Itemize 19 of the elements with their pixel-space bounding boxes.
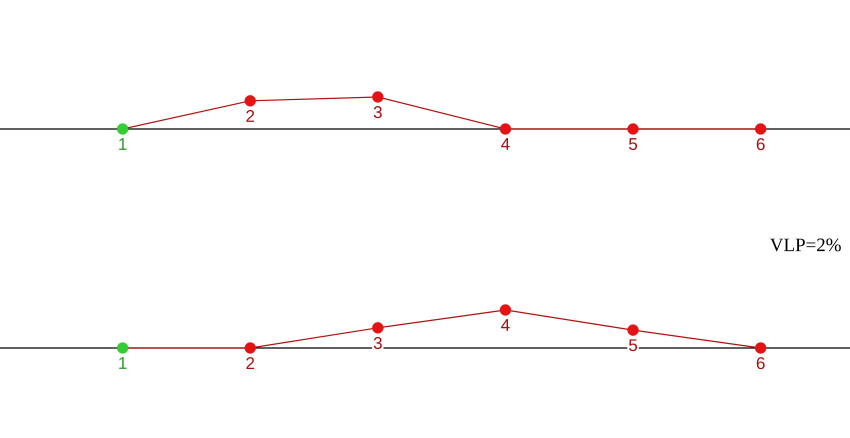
point	[116, 342, 128, 354]
x-tick-label: 2	[246, 357, 254, 370]
point	[244, 342, 256, 354]
x-tick-label: 3	[374, 106, 382, 118]
x-tick-label: 6	[756, 138, 765, 150]
x-tick-label: 5	[629, 339, 638, 352]
point	[754, 342, 766, 354]
x-tick-label: 3	[374, 337, 382, 350]
text: VLP=2%	[770, 238, 841, 252]
x-tick-label: 5	[629, 138, 638, 150]
x-tick-label: 6	[756, 357, 765, 370]
point	[627, 324, 639, 336]
point	[500, 304, 512, 316]
x-tick-label: 4	[501, 319, 510, 331]
x-tick-label: 4	[501, 138, 510, 150]
x-tick-label: 1	[119, 138, 127, 150]
x-tick-label: 2	[246, 110, 254, 122]
point	[372, 322, 384, 334]
x-tick-label: 1	[119, 357, 127, 369]
